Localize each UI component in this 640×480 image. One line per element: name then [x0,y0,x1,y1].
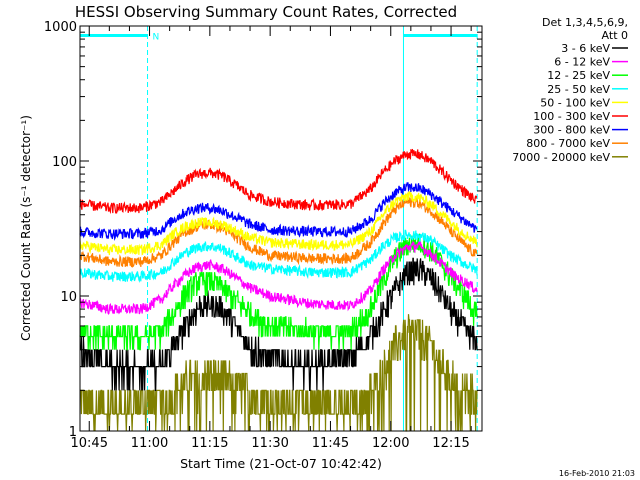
chart-title: HESSI Observing Summary Count Rates, Cor… [75,3,457,21]
legend-label: 3 - 6 keV [561,42,610,55]
y-axis-label: Corrected Count Rate (s⁻¹ detector⁻¹) [19,115,33,341]
y-tick-label: 1 [69,425,77,440]
plot-area: N [79,26,478,432]
legend-header-line-2: Att 0 [602,29,628,42]
legend-label: 12 - 25 keV [547,69,610,82]
legend-label: 25 - 50 keV [547,83,610,96]
legend-header-line-1: Det 1,3,4,5,6,9, [542,16,628,29]
series-line [79,148,478,215]
legend-label: 6 - 12 keV [554,56,610,69]
x-tick-label: 10:45 [71,436,108,451]
series-line [80,257,478,391]
x-axis-label: Start Time (21-Oct-07 10:42:42) [180,456,382,471]
series-line [79,197,478,269]
x-tick-label: 11:45 [312,436,349,451]
series-line [79,240,478,315]
y-tick-label: 1000 [44,20,77,35]
series-line [79,191,478,256]
legend-label: 800 - 7000 keV [526,137,610,150]
legend-label: 7000 - 20000 keV [512,151,610,164]
y-tick-label: 10 [60,290,77,305]
x-tick-label: 11:00 [131,436,168,451]
legend-label: 100 - 300 keV [533,110,610,123]
y-tick-label: 100 [52,155,77,170]
series-line [80,314,478,432]
x-tick-label: 11:15 [191,436,228,451]
x-tick-label: 12:00 [372,436,409,451]
axes: 1 10 100 1000 10:45 11:00 11:15 11:30 11:45 12:00… [44,20,482,451]
x-tick-label: 12:15 [432,436,469,451]
series-line [79,229,478,284]
legend-label: 50 - 100 keV [540,96,610,109]
series-line [79,182,478,241]
plot-frame [79,25,483,432]
night-label: N [153,33,160,43]
timestamp: 16-Feb-2010 21:03 [559,469,635,478]
x-tick-label: 11:30 [251,436,288,451]
legend-label: 300 - 800 keV [533,124,610,137]
